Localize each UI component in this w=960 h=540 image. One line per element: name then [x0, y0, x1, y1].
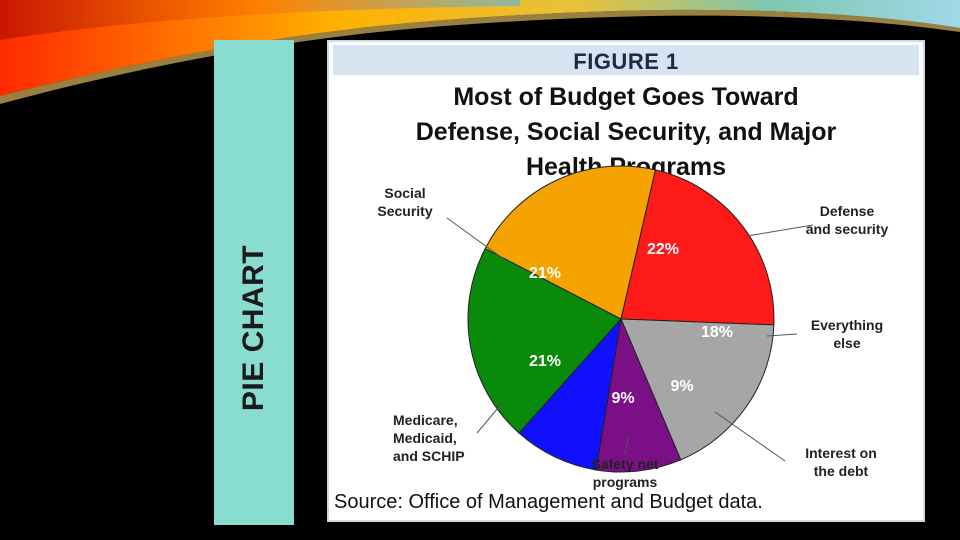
pie-slice — [620, 169, 775, 326]
slice-percent-label: 21% — [529, 265, 561, 282]
slice-percent-label: 21% — [529, 353, 561, 370]
pie-slice — [595, 317, 682, 473]
side-title: PIE CHART — [237, 244, 270, 412]
leader-line — [476, 401, 504, 434]
side-bar — [214, 40, 294, 525]
leader-line — [624, 434, 630, 455]
pie-slice — [518, 317, 622, 471]
slice-category-label: Defense and security — [806, 203, 889, 237]
figure-label: FIGURE 1 — [573, 49, 679, 74]
slice-category-label: Social Security — [377, 185, 432, 219]
leader-line — [446, 217, 506, 261]
slice-percent-label: 9% — [670, 378, 693, 395]
slice-category-label: Safety net programs — [592, 456, 659, 490]
pie-slice — [620, 318, 775, 461]
pie-slice — [484, 165, 657, 320]
pie-chart: 22% 18% 9% 9% 21% 21% Defense and security Every… — [377, 165, 889, 490]
leader-line — [766, 333, 798, 337]
pie-slice — [467, 247, 622, 434]
side-title-box: PIE CHART — [214, 40, 294, 525]
slice-category-label: Medicare, Medicaid, and SCHIP — [393, 412, 465, 464]
slice-percent-label: 9% — [611, 390, 634, 407]
slice-category-label: Interest on the debt — [805, 445, 877, 479]
source-note: Source: Office of Management and Budget … — [334, 491, 763, 513]
chart-title-line: Most of Budget Goes Toward — [453, 83, 799, 111]
chart-title-line: Defense, Social Security, and Major — [415, 118, 837, 146]
slice-percent-label: 22% — [647, 241, 679, 258]
slice-category-label: Everything else — [811, 317, 883, 351]
leader-line — [746, 224, 814, 237]
figure-label-band: FIGURE 1 — [333, 45, 919, 75]
chart-title: Most of Budget Goes Toward Defense, Soci… — [339, 80, 913, 185]
slice-percent-label: 18% — [701, 324, 733, 341]
leader-line — [714, 411, 786, 462]
